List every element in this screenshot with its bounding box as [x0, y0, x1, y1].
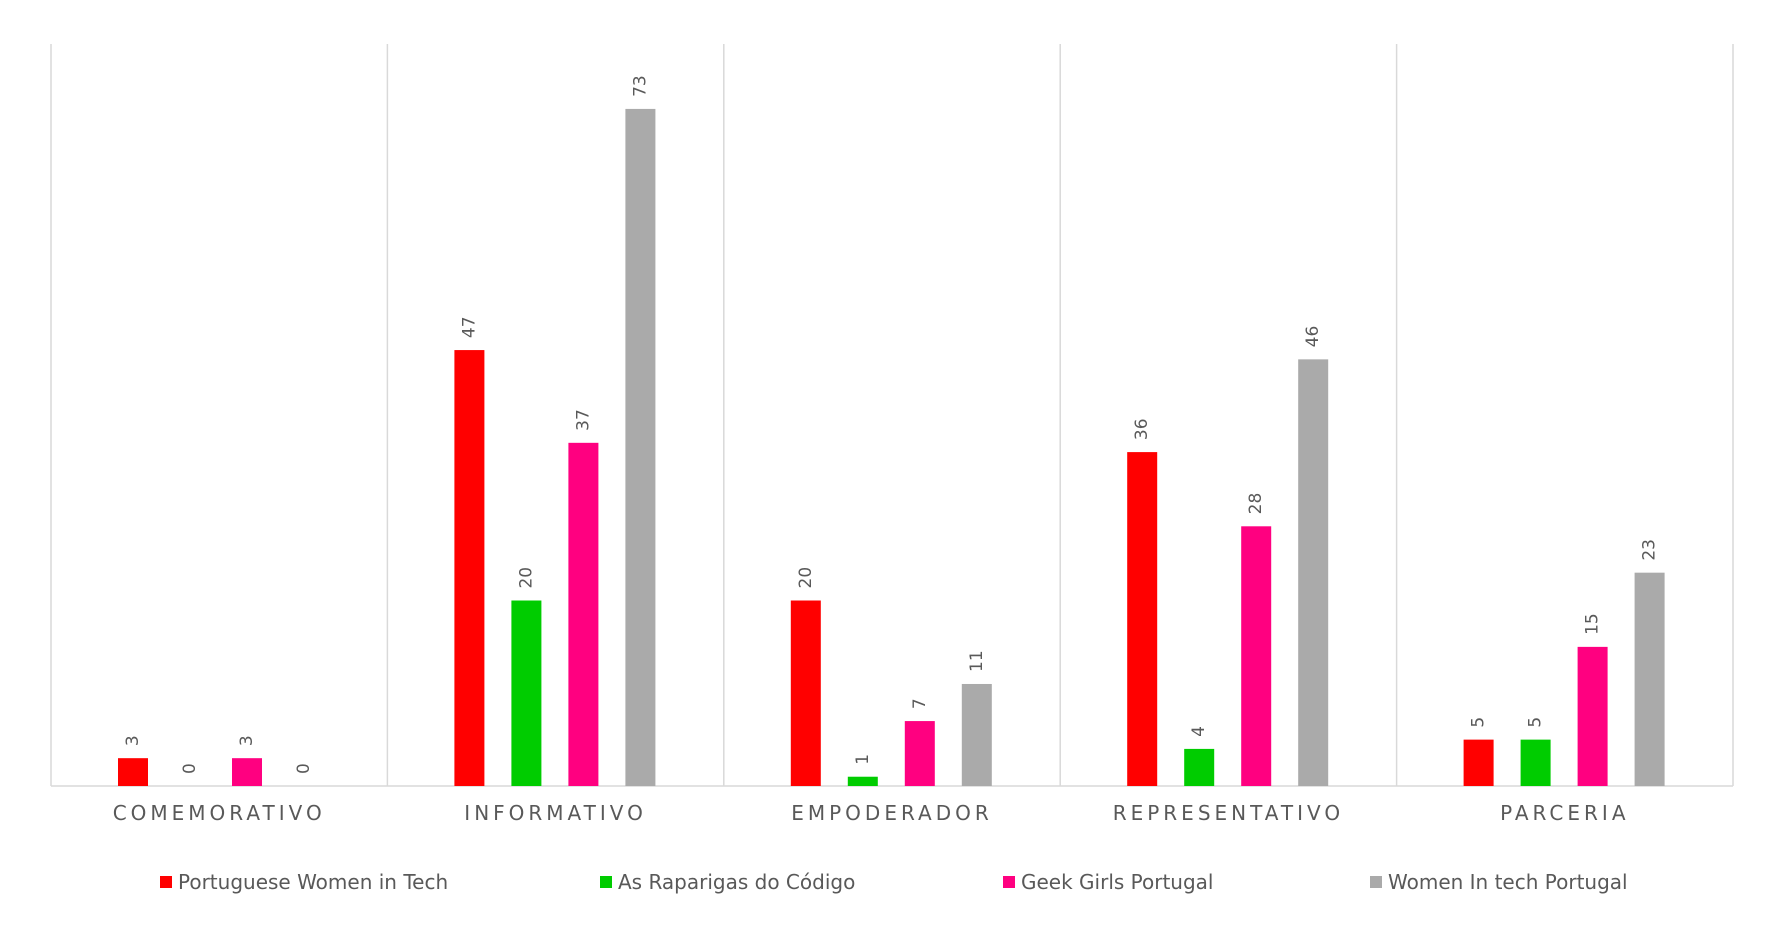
data-label: 3 [237, 735, 257, 746]
bar [1520, 739, 1551, 786]
bar [1184, 748, 1215, 786]
data-label: 3 [123, 735, 143, 746]
bar [1577, 646, 1608, 786]
bar [1298, 359, 1329, 786]
data-label: 20 [796, 567, 816, 589]
data-label: 37 [573, 409, 593, 431]
bar [847, 776, 878, 786]
data-label: 7 [910, 698, 930, 709]
category-label: PARCERIA [1500, 801, 1629, 825]
bar [118, 758, 148, 786]
bar [232, 758, 262, 786]
bar [904, 721, 935, 786]
data-label: 23 [1640, 539, 1660, 561]
legend-item-geek-girls-portugal: Geek Girls Portugal [1003, 870, 1214, 894]
data-label: 47 [459, 316, 479, 338]
legend-label: Portuguese Women in Tech [178, 870, 449, 894]
data-label: 20 [516, 567, 536, 589]
data-label: 5 [1526, 717, 1546, 728]
legend: Portuguese Women in Tech As Raparigas do… [0, 870, 1765, 900]
data-label: 1 [853, 754, 873, 765]
bar [961, 683, 992, 786]
legend-label: Geek Girls Portugal [1021, 870, 1214, 894]
bar [454, 350, 485, 786]
legend-label: As Raparigas do Código [618, 870, 856, 894]
legend-item-portuguese-women-in-tech: Portuguese Women in Tech [160, 870, 448, 894]
data-label: 11 [967, 650, 987, 672]
bar-chart: 3 0 3 0 COMEMORATIVO 47 20 37 73 INFORMATIVO 20 1 7 1… [50, 44, 1734, 825]
legend-item-as-raparigas-do-codigo: As Raparigas do Código [600, 870, 855, 894]
bar [1127, 452, 1158, 786]
legend-swatch-icon [600, 876, 612, 888]
data-label: 5 [1469, 717, 1489, 728]
bar [1463, 739, 1494, 786]
category-label: EMPODERADOR [791, 801, 993, 825]
data-label: 36 [1132, 418, 1152, 440]
legend-label: Women In tech Portugal [1388, 870, 1628, 894]
category-label: COMEMORATIVO [113, 801, 326, 825]
legend-item-women-in-tech-portugal: Women In tech Portugal [1370, 870, 1628, 894]
data-label: 4 [1189, 726, 1209, 737]
bar [1634, 572, 1665, 786]
category-label: REPRESENTATIVO [1113, 801, 1344, 825]
category-label: INFORMATIVO [464, 801, 647, 825]
bar [568, 442, 599, 786]
legend-swatch-icon [1003, 876, 1015, 888]
legend-swatch-icon [1370, 876, 1382, 888]
data-label: 0 [294, 763, 314, 774]
data-label: 0 [180, 763, 200, 774]
bar [625, 108, 656, 787]
bar [790, 600, 821, 786]
legend-swatch-icon [160, 876, 172, 888]
data-label: 73 [630, 75, 650, 97]
data-label: 46 [1303, 326, 1323, 348]
data-label: 15 [1583, 613, 1603, 635]
bar [511, 600, 542, 786]
data-label: 28 [1246, 493, 1266, 515]
bar [1241, 526, 1272, 786]
